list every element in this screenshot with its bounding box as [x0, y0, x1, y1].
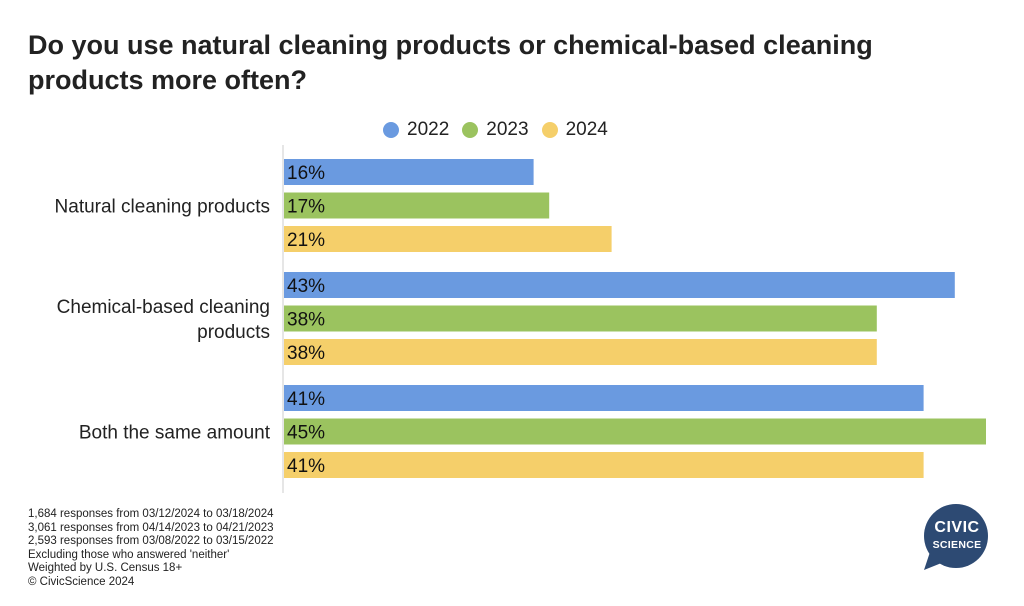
category-label: Both the same amount	[79, 423, 271, 444]
note-responses-2023: 3,061 responses from 04/14/2023 to 04/21…	[28, 521, 274, 534]
note-responses-2022: 2,593 responses from 03/08/2022 to 03/15…	[28, 535, 274, 547]
bar-2022	[284, 272, 955, 298]
bar-2023	[284, 192, 550, 219]
legend-item-2024: 2024	[541, 119, 608, 141]
category-label: Chemical-based cleaning products	[57, 297, 270, 343]
chart-notes: 1,684 responses from 03/12/2024 to 03/18…	[28, 508, 274, 589]
bar-2022	[284, 385, 924, 411]
logo-text-science: SCIENCE	[932, 539, 982, 551]
legend-swatch-2024	[541, 122, 558, 138]
legend-item-2023: 2023	[462, 119, 529, 141]
legend-label-2022: 2022	[407, 119, 450, 140]
bar-2023	[284, 305, 877, 332]
note-exclusion: Excluding those who answered 'neither'	[28, 548, 230, 561]
logo-text-civic: CIVIC	[934, 519, 980, 536]
bar-value-label: 16%	[287, 163, 325, 184]
chart-title: Do you use natural cleaning products or …	[28, 30, 873, 95]
bar-2024	[284, 339, 877, 365]
legend-swatch-2023	[462, 122, 479, 138]
bar-value-label: 41%	[287, 456, 325, 477]
bar-value-label: 21%	[287, 230, 325, 251]
legend-label-2024: 2024	[565, 119, 608, 140]
bar-value-label: 45%	[287, 423, 325, 444]
note-responses-2024: 1,684 responses from 03/12/2024 to 03/18…	[28, 508, 274, 520]
civicscience-logo	[924, 504, 988, 570]
chart-legend: 2022 2023 2024	[383, 118, 621, 142]
bar-2024	[284, 452, 924, 478]
bar-value-label: 43%	[287, 276, 325, 297]
legend-item-2022: 2022	[383, 119, 449, 141]
legend-swatch-2022	[383, 122, 399, 138]
bar-2024	[284, 226, 612, 252]
bar-chart: Natural cleaning products Chemical-based …	[55, 145, 986, 493]
bar-value-label: 17%	[287, 197, 325, 218]
bar-value-label: 41%	[287, 389, 325, 410]
bar-value-label: 38%	[287, 310, 325, 331]
category-label: Natural cleaning products	[55, 197, 270, 218]
bar-2023	[284, 418, 986, 445]
legend-label-2023: 2023	[486, 119, 529, 140]
note-copyright: © CivicScience 2024	[28, 575, 135, 588]
bar-value-label: 38%	[287, 343, 325, 364]
bar-2022	[284, 159, 534, 185]
note-weighting: Weighted by U.S. Census 18+	[28, 562, 183, 574]
